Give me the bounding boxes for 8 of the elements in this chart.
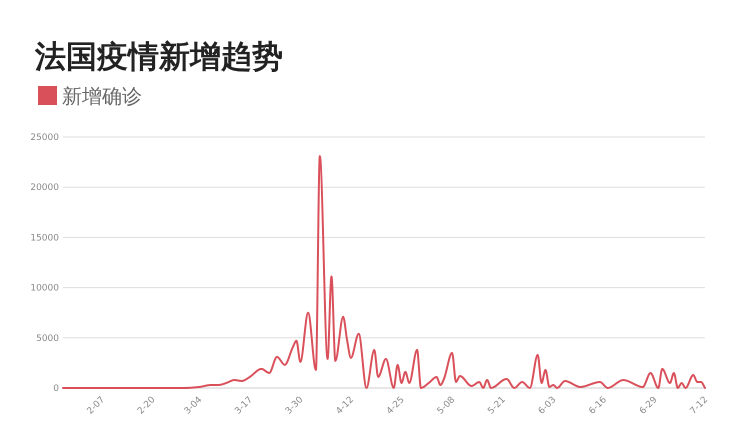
- y-tick-label: 20000: [30, 183, 60, 194]
- y-tick-label: 25000: [30, 133, 60, 143]
- y-tick-label: 10000: [30, 284, 60, 294]
- y-tick-label: 5000: [36, 334, 60, 344]
- legend-label: 新增确诊: [62, 84, 142, 108]
- y-tick-label: 0: [53, 384, 60, 394]
- y-tick-label: 15000: [30, 233, 60, 244]
- chart-title: 法国疫情新增趋势: [34, 39, 283, 75]
